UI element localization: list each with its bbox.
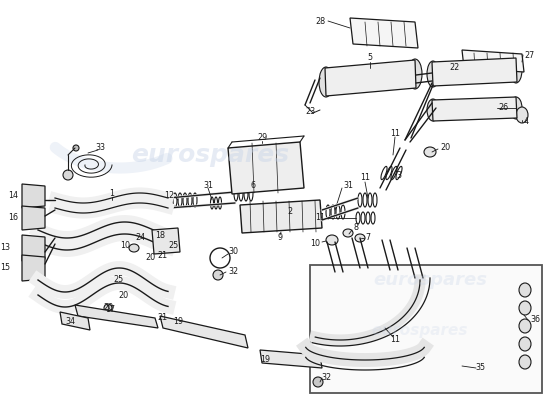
Text: 11: 11 [390, 336, 400, 344]
Text: 20: 20 [118, 290, 128, 300]
Polygon shape [240, 200, 322, 233]
Ellipse shape [519, 283, 531, 297]
Circle shape [63, 170, 73, 180]
Text: 7: 7 [365, 234, 370, 242]
Text: 32: 32 [321, 374, 331, 382]
Text: 20: 20 [145, 254, 155, 262]
Text: 21: 21 [157, 250, 167, 260]
Text: 31: 31 [343, 180, 353, 190]
Polygon shape [228, 142, 304, 194]
Text: eurospares: eurospares [131, 143, 289, 167]
Ellipse shape [510, 57, 522, 83]
Text: 21: 21 [157, 314, 167, 322]
Text: 31: 31 [203, 180, 213, 190]
Circle shape [73, 145, 79, 151]
Text: 17: 17 [105, 306, 115, 314]
Text: 25: 25 [113, 276, 123, 284]
Text: 36: 36 [530, 316, 540, 324]
Text: 3: 3 [396, 170, 401, 180]
Ellipse shape [427, 99, 439, 121]
Text: 10: 10 [310, 238, 320, 248]
Ellipse shape [129, 244, 139, 252]
Text: 18: 18 [155, 230, 165, 240]
Text: 32: 32 [228, 268, 238, 276]
Text: 2: 2 [288, 208, 293, 216]
Text: 19: 19 [173, 318, 183, 326]
Polygon shape [432, 97, 517, 121]
Ellipse shape [424, 147, 436, 157]
Text: 29: 29 [257, 134, 267, 142]
Text: 11: 11 [360, 174, 370, 182]
Polygon shape [22, 206, 45, 230]
Text: 20: 20 [440, 144, 450, 152]
Text: 34: 34 [65, 318, 75, 326]
Ellipse shape [519, 355, 531, 369]
Text: 9: 9 [277, 234, 283, 242]
Text: 28: 28 [316, 16, 326, 26]
Circle shape [213, 270, 223, 280]
Text: 23: 23 [305, 108, 315, 116]
Circle shape [313, 377, 323, 387]
Text: 33: 33 [95, 144, 105, 152]
Text: eurospares: eurospares [373, 271, 487, 289]
Bar [310, 265, 542, 393]
Polygon shape [260, 350, 322, 368]
Text: 16: 16 [8, 214, 18, 222]
Text: 24: 24 [135, 234, 145, 242]
Ellipse shape [355, 234, 365, 242]
Text: 25: 25 [168, 240, 178, 250]
Text: 8: 8 [353, 224, 358, 232]
Ellipse shape [408, 59, 422, 89]
Polygon shape [160, 316, 248, 348]
Text: 19: 19 [260, 356, 270, 364]
Polygon shape [350, 18, 418, 48]
Ellipse shape [510, 97, 522, 119]
Polygon shape [60, 312, 90, 330]
Text: 1: 1 [109, 190, 114, 198]
Polygon shape [325, 60, 416, 96]
Ellipse shape [519, 337, 531, 351]
Polygon shape [22, 235, 45, 261]
Polygon shape [432, 58, 517, 86]
Text: 6: 6 [250, 180, 256, 190]
Ellipse shape [519, 301, 531, 315]
Text: 26: 26 [498, 104, 508, 112]
Text: 22: 22 [450, 64, 460, 72]
Text: 30: 30 [228, 248, 238, 256]
Polygon shape [22, 184, 45, 208]
Text: 4: 4 [524, 118, 529, 126]
Text: 10: 10 [120, 242, 130, 250]
Polygon shape [462, 50, 524, 72]
Text: 11: 11 [390, 128, 400, 138]
Polygon shape [75, 305, 158, 328]
Ellipse shape [343, 229, 353, 237]
Ellipse shape [519, 319, 531, 333]
Text: eurospares: eurospares [372, 322, 468, 338]
Ellipse shape [326, 235, 338, 245]
Polygon shape [22, 255, 45, 281]
Text: 5: 5 [367, 54, 372, 62]
Text: 35: 35 [475, 364, 485, 372]
Text: 13: 13 [0, 244, 10, 252]
Text: 15: 15 [0, 264, 10, 272]
Circle shape [104, 304, 112, 312]
Polygon shape [152, 228, 180, 254]
Text: 11: 11 [315, 214, 325, 222]
Text: 27: 27 [524, 50, 534, 60]
Text: 20: 20 [103, 304, 113, 312]
Ellipse shape [319, 67, 333, 97]
Ellipse shape [143, 235, 153, 245]
Text: 12: 12 [164, 192, 174, 200]
Ellipse shape [427, 61, 439, 87]
Text: 14: 14 [8, 192, 18, 200]
Ellipse shape [516, 107, 528, 123]
